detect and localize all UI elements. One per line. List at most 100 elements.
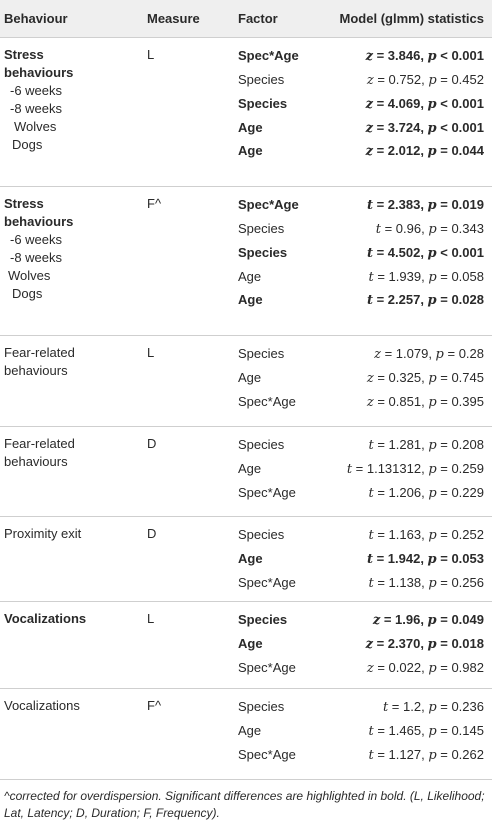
factor-cell: Species (238, 527, 285, 542)
behaviour-label: -8 weeks (10, 250, 63, 265)
table-row: Species t = 1.281, p = 0.208 (0, 434, 492, 457)
table-header: Behaviour Measure Factor Model (glmm) st… (0, 0, 492, 38)
factor-cell: Age (238, 636, 263, 651)
factor-cell: Age (238, 551, 263, 566)
statistics-table: Behaviour Measure Factor Model (glmm) st… (0, 0, 492, 780)
table-row: Spec*Age z = 0.851, p = 0.395 (0, 391, 492, 414)
behaviour-label: Fear-related (4, 345, 75, 360)
factor-cell: Spec*Age (238, 197, 299, 212)
table-row: Species t = 1.2, p = 0.236 (0, 696, 492, 719)
table-row: Species t = 0.96, p = 0.343 (0, 218, 492, 241)
behaviour-label: behaviours (4, 65, 74, 80)
table-row: Species z = 1.079, p = 0.28 (0, 343, 492, 366)
factor-cell: Spec*Age (238, 660, 296, 675)
table-section: Vocalizations F^ Species t = 1.2, p = 0.236… (0, 689, 492, 780)
table-row: Species z = 1.96, p = 0.049 (0, 609, 492, 632)
factor-cell: Age (238, 269, 262, 284)
measure-label: D (147, 436, 157, 451)
table-section: Fear-related behaviours D Species t = 1.281,… (0, 427, 492, 517)
table-row: Spec*Age t = 1.127, p = 0.262 (0, 744, 492, 767)
factor-cell: Age (238, 292, 263, 307)
measure-label: L (147, 611, 155, 626)
behaviour-label: Wolves (8, 268, 51, 283)
table-row: Age z = 0.325, p = 0.745 (0, 367, 492, 390)
behaviour-label: -6 weeks (10, 83, 63, 98)
behaviour-label: Wolves (14, 119, 57, 134)
statistic-cell: t = 1.206, p = 0.229 (368, 485, 485, 501)
factor-cell: Species (238, 245, 288, 260)
factor-cell: Species (238, 72, 285, 87)
statistic-cell: t = 1.942, p = 0.053 (366, 551, 484, 567)
behaviour-label: behaviours (4, 454, 68, 469)
table-section: Proximity exit D Species t = 1.163, p = 0.2… (0, 517, 492, 602)
behaviour-label: Vocalizations (4, 698, 80, 713)
statistic-cell: z = 0.022, p = 0.982 (366, 660, 484, 676)
table-row: Age z = 2.370, p = 0.018 (0, 633, 492, 656)
table-row: Age t = 2.257, p = 0.028 (0, 289, 492, 312)
table-section: Fear-related behaviours L Species z = 1.079,… (0, 336, 492, 427)
factor-cell: Species (238, 96, 288, 111)
factor-cell: Species (238, 437, 285, 452)
factor-cell: Spec*Age (238, 747, 296, 762)
statistic-cell: t = 1.131312, p = 0.259 (346, 461, 484, 477)
factor-cell: Species (238, 699, 285, 714)
measure-label: F^ (147, 196, 162, 211)
table-row: Age t = 1.131312, p = 0.259 (0, 458, 492, 481)
statistic-cell: z = 0.851, p = 0.395 (366, 394, 484, 410)
statistic-cell: t = 4.502, p < 0.001 (366, 245, 484, 261)
statistic-cell: t = 2.383, p = 0.019 (366, 197, 484, 213)
table-row: Spec*Age z = 0.022, p = 0.982 (0, 657, 492, 680)
behaviour-label: behaviours (4, 214, 74, 229)
factor-cell: Age (238, 723, 262, 738)
header-behaviour: Behaviour (4, 11, 68, 26)
behaviour-label: behaviours (4, 363, 68, 378)
header-factor: Factor (238, 11, 278, 26)
statistic-cell: z = 3.724, p < 0.001 (365, 120, 484, 136)
statistic-cell: t = 1.465, p = 0.145 (368, 723, 485, 739)
table-row: Age t = 1.465, p = 0.145 (0, 720, 492, 743)
table-row: Age z = 3.724, p < 0.001 (0, 117, 492, 140)
behaviour-label: Stress (4, 47, 44, 62)
behaviour-label: Dogs (12, 137, 43, 152)
table-row: Age t = 1.939, p = 0.058 (0, 266, 492, 289)
statistic-cell: t = 1.163, p = 0.252 (368, 527, 485, 543)
statistic-cell: t = 1.138, p = 0.256 (368, 575, 485, 591)
statistic-cell: t = 2.257, p = 0.028 (366, 292, 484, 308)
factor-cell: Spec*Age (238, 394, 296, 409)
factor-cell: Spec*Age (238, 575, 296, 590)
behaviour-label: Stress (4, 196, 44, 211)
statistic-cell: z = 0.752, p = 0.452 (366, 72, 484, 88)
table-row: Species z = 0.752, p = 0.452 (0, 69, 492, 92)
behaviour-label: -6 weeks (10, 232, 63, 247)
factor-cell: Age (238, 461, 262, 476)
factor-cell: Species (238, 221, 285, 236)
behaviour-label: Proximity exit (4, 526, 82, 541)
factor-cell: Age (238, 370, 262, 385)
statistic-cell: z = 0.325, p = 0.745 (366, 370, 484, 386)
table-row: Spec*Age z = 3.846, p < 0.001 (0, 45, 492, 68)
measure-label: D (147, 526, 157, 541)
statistic-cell: t = 1.2, p = 0.236 (382, 699, 484, 715)
behaviour-label: Dogs (12, 286, 43, 301)
statistic-cell: t = 1.127, p = 0.262 (368, 747, 485, 763)
statistic-cell: z = 1.079, p = 0.28 (374, 346, 484, 362)
factor-cell: Species (238, 346, 285, 361)
factor-cell: Age (238, 143, 263, 158)
behaviour-label: -8 weeks (10, 101, 63, 116)
table-row: Species t = 1.163, p = 0.252 (0, 524, 492, 547)
statistic-cell: z = 3.846, p < 0.001 (365, 48, 484, 64)
measure-label: L (147, 345, 155, 360)
factor-cell: Spec*Age (238, 48, 299, 63)
header-stats: Model (glmm) statistics (339, 11, 484, 26)
statistic-cell: z = 4.069, p < 0.001 (365, 96, 484, 112)
table-row: Spec*Age t = 1.206, p = 0.229 (0, 482, 492, 505)
behaviour-label: Vocalizations (4, 611, 87, 626)
header-measure: Measure (147, 11, 200, 26)
table-row: Species t = 4.502, p < 0.001 (0, 242, 492, 265)
measure-label: L (147, 47, 155, 62)
statistic-cell: z = 2.370, p = 0.018 (365, 636, 484, 652)
statistic-cell: z = 2.012, p = 0.044 (365, 143, 484, 159)
behaviour-label: Fear-related (4, 436, 75, 451)
factor-cell: Species (238, 612, 288, 627)
table-row: Spec*Age t = 1.138, p = 0.256 (0, 572, 492, 595)
